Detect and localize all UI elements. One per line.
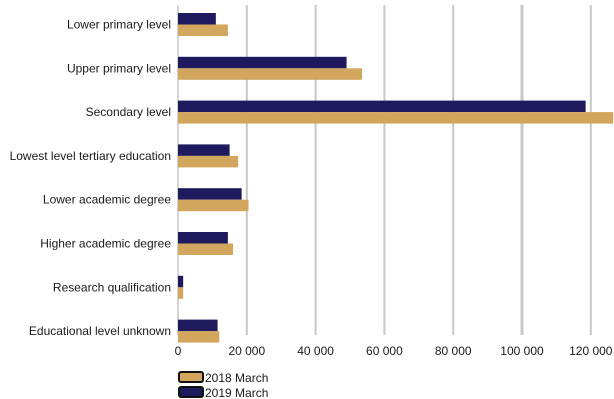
bar-2018-march	[178, 24, 228, 36]
category-labels: Lower primary level Upper primary level Se…	[10, 18, 172, 339]
x-tick-label: 20 000	[228, 344, 265, 358]
category-label: Secondary level	[86, 105, 171, 119]
legend-swatch	[178, 386, 204, 398]
bar-2018-march	[178, 199, 249, 212]
bar-2019-march	[178, 275, 184, 288]
category-label: Educational level unknown	[29, 324, 171, 338]
x-tick-label: 60 000	[366, 344, 403, 358]
bar-2019-march	[178, 144, 230, 156]
bar-2018-march	[178, 243, 234, 255]
category-label: Lower academic degree	[43, 193, 171, 207]
category-label: Higher academic degree	[40, 237, 171, 251]
legend-label: 2018 March	[205, 371, 268, 385]
legend-swatch	[178, 371, 204, 383]
bar-2018-march	[178, 155, 239, 168]
bar-2019-march	[178, 232, 228, 244]
legend-label: 2019 March	[205, 386, 268, 399]
bar-2018-march	[178, 331, 220, 343]
x-tick-label: 40 000	[297, 344, 334, 358]
bar-2018-march	[178, 287, 184, 299]
x-tick-label: 100 000	[500, 344, 544, 358]
bar-2018-march	[178, 68, 363, 80]
bar-2019-march	[178, 319, 218, 332]
x-tick-label: 80 000	[435, 344, 472, 358]
x-tick-label: 0	[175, 344, 182, 358]
category-label: Upper primary level	[67, 61, 171, 75]
bar-2019-march	[178, 100, 586, 113]
x-tick-label: 120 000	[569, 344, 613, 358]
category-label: Research qualification	[53, 280, 171, 294]
bars	[178, 13, 614, 343]
category-label: Lower primary level	[67, 18, 171, 32]
x-tick-labels: 0 20 000 40 000 60 000 80 000 100 000 120 000	[175, 344, 613, 358]
gridlines	[177, 5, 592, 335]
category-label: Lowest level tertiary education	[10, 149, 171, 163]
bar-2019-march	[178, 13, 216, 25]
bar-2018-march	[178, 112, 614, 124]
bar-2019-march	[178, 56, 347, 69]
bar-2019-march	[178, 188, 242, 200]
